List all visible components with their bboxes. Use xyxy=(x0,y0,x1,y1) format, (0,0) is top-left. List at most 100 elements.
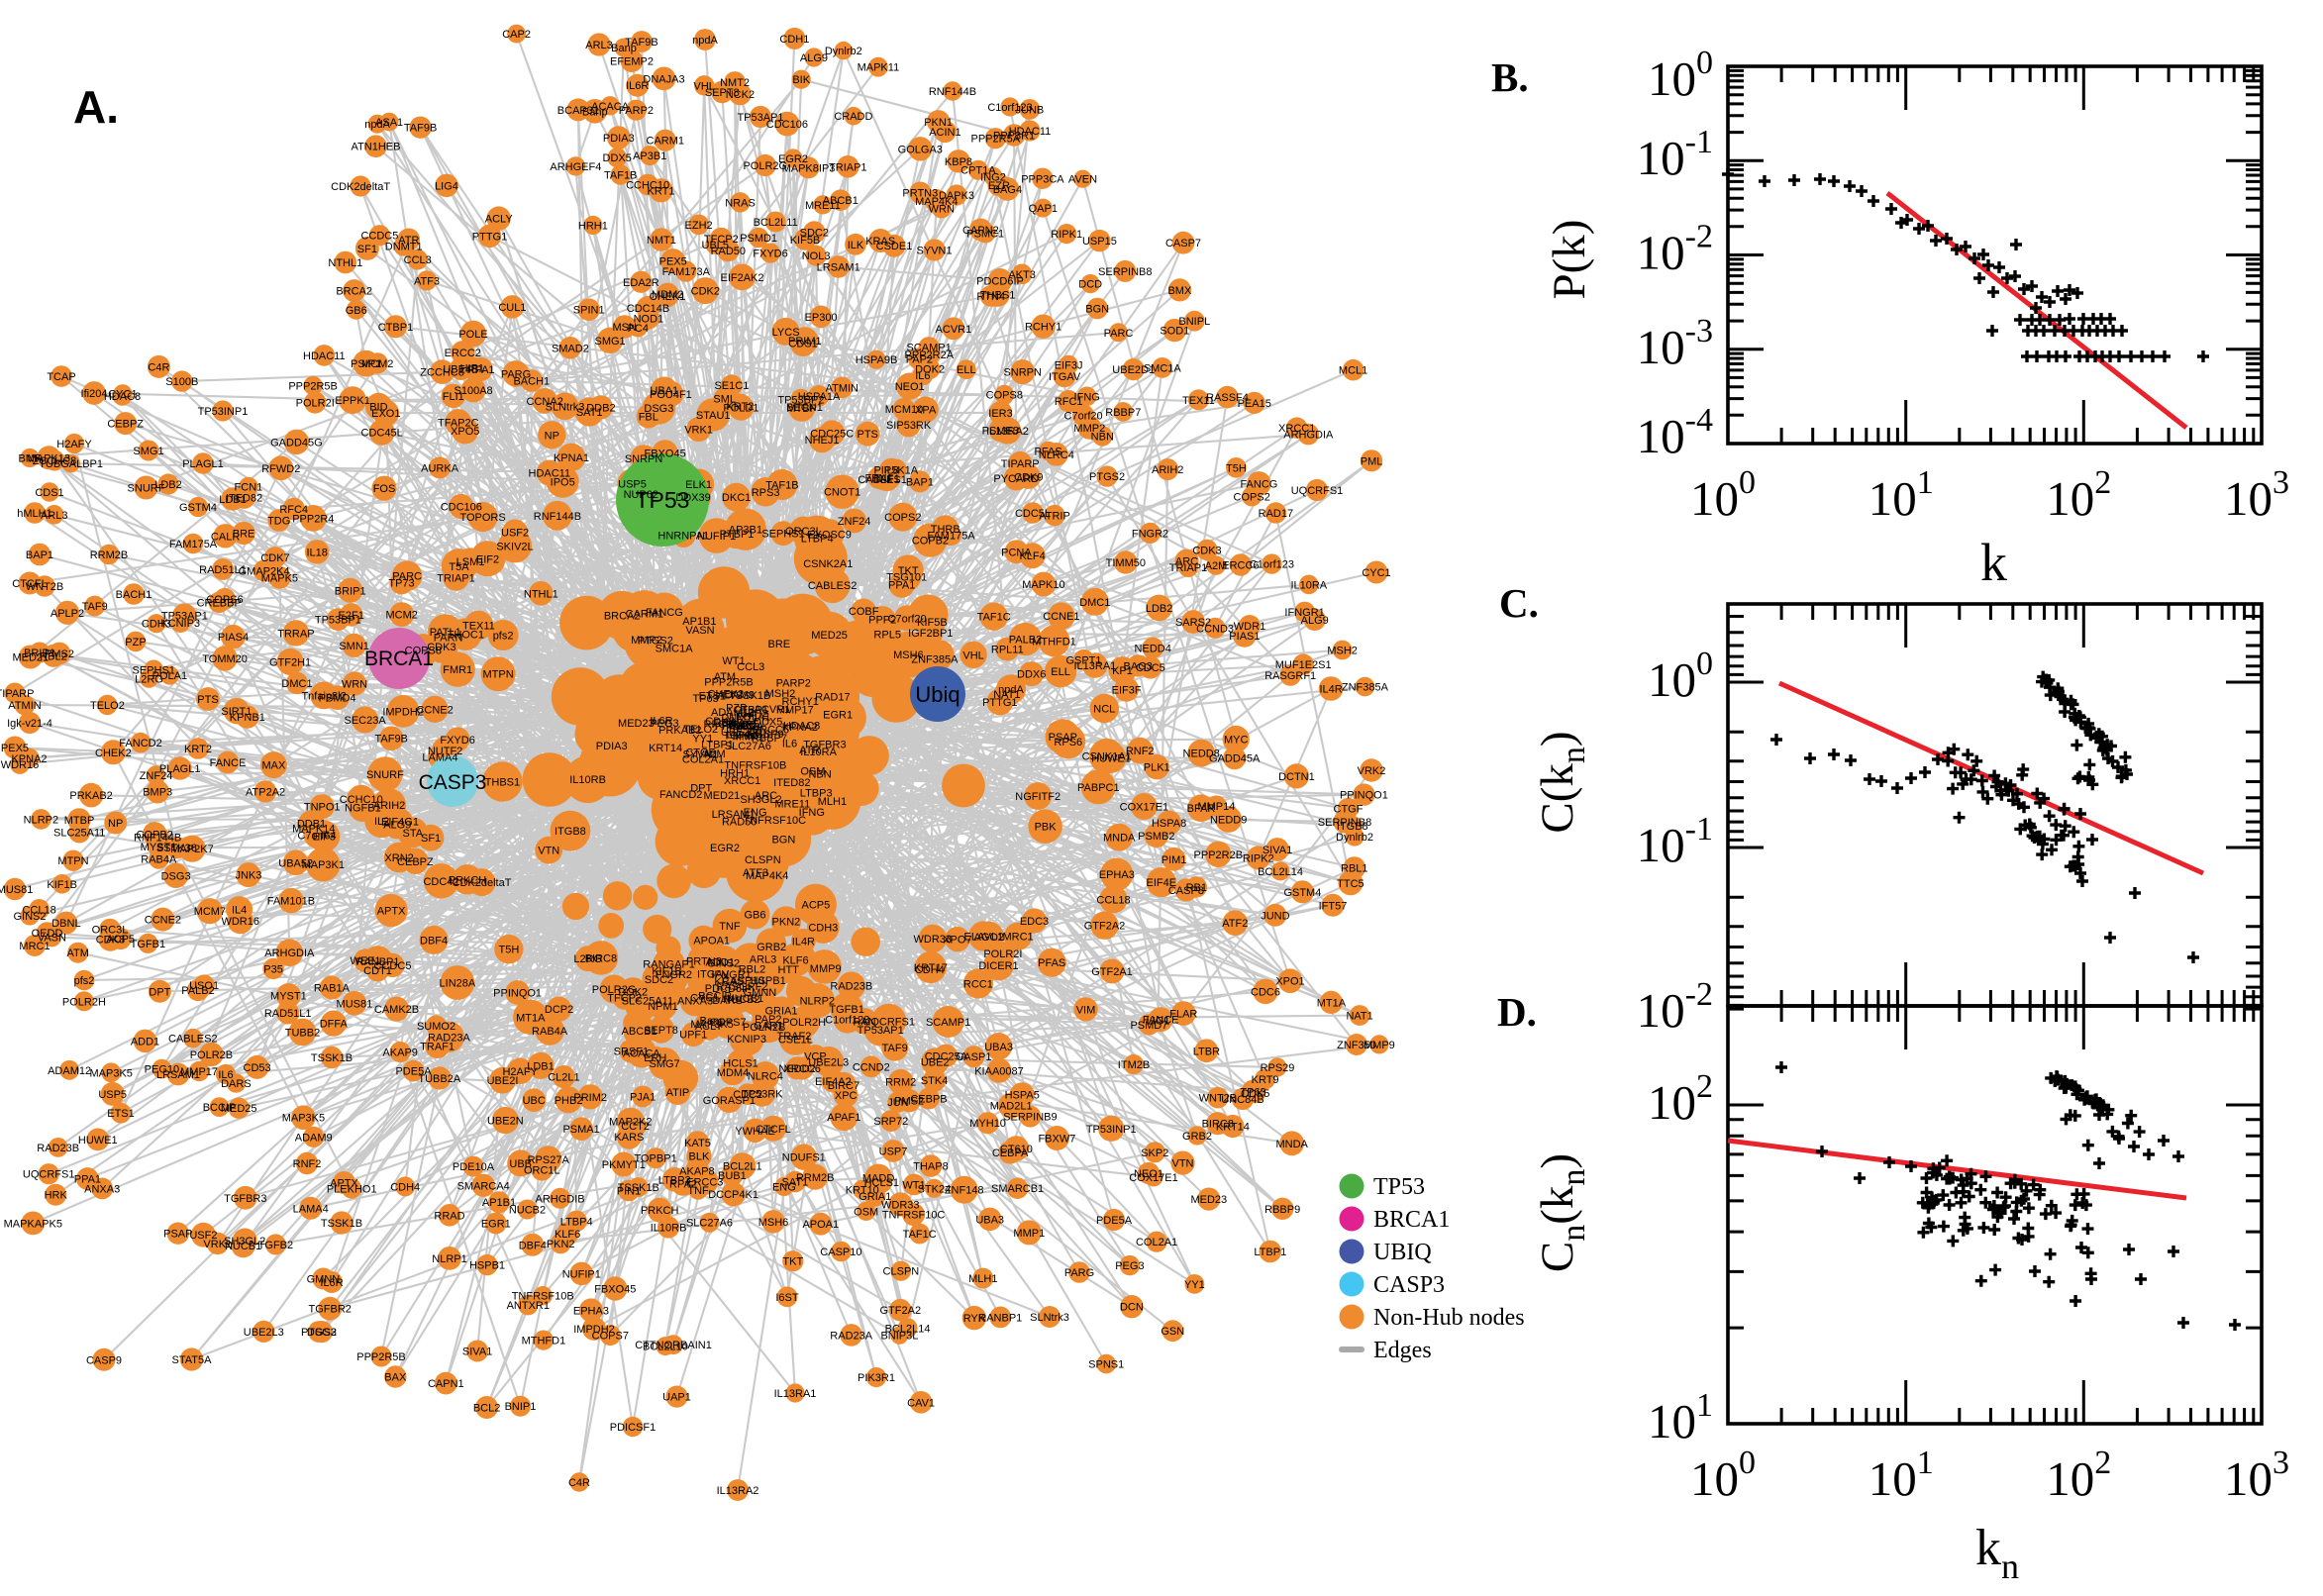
svg-text:CCL3: CCL3 xyxy=(404,254,432,266)
svg-text:VASN: VASN xyxy=(685,625,714,637)
svg-text:DCN: DCN xyxy=(1120,1302,1144,1314)
svg-text:KPNA2: KPNA2 xyxy=(782,722,818,734)
svg-text:TGFBR2: TGFBR2 xyxy=(308,1304,351,1316)
svg-text:BCL2L11: BCL2L11 xyxy=(754,217,798,229)
svg-text:MLH1: MLH1 xyxy=(968,1273,997,1285)
svg-text:CDC14B: CDC14B xyxy=(627,303,669,315)
svg-text:H2AFY: H2AFY xyxy=(56,439,92,450)
svg-text:IL10RA: IL10RA xyxy=(1290,579,1327,591)
svg-text:TAF9: TAF9 xyxy=(882,1043,908,1054)
svg-text:C4R: C4R xyxy=(148,361,169,373)
svg-text:CTCFL: CTCFL xyxy=(756,1124,790,1136)
svg-text:GTF2A2: GTF2A2 xyxy=(880,1305,922,1317)
svg-text:FOS: FOS xyxy=(373,483,396,495)
svg-text:ATM: ATM xyxy=(66,948,88,959)
svg-text:MED25: MED25 xyxy=(811,630,848,642)
svg-text:CABLES2: CABLES2 xyxy=(808,580,858,592)
svg-text:NHEJ1: NHEJ1 xyxy=(805,435,840,447)
svg-text:IL13RA2: IL13RA2 xyxy=(717,1485,759,1497)
svg-text:PPP2R2B: PPP2R2B xyxy=(1194,849,1244,861)
svg-text:Dynlrb2: Dynlrb2 xyxy=(825,46,862,57)
svg-text:IFNG: IFNG xyxy=(1074,391,1100,403)
svg-text:TAF1C: TAF1C xyxy=(903,1229,937,1241)
svg-text:VTN: VTN xyxy=(1172,1158,1194,1170)
svg-text:TAF9B: TAF9B xyxy=(374,734,407,746)
svg-text:IL6: IL6 xyxy=(782,739,797,750)
svg-text:SF1: SF1 xyxy=(357,244,377,255)
svg-text:APAF1: APAF1 xyxy=(827,1112,860,1124)
svg-text:UBIQ: UBIQ xyxy=(1373,1240,1432,1265)
svg-text:PRKCH: PRKCH xyxy=(449,874,487,886)
svg-text:DDX6: DDX6 xyxy=(1017,669,1046,681)
svg-text:POU4F1: POU4F1 xyxy=(650,389,692,401)
svg-text:EZH2: EZH2 xyxy=(685,220,713,232)
svg-text:AKAP9: AKAP9 xyxy=(382,1047,417,1059)
svg-text:AP3B1: AP3B1 xyxy=(729,525,762,537)
svg-text:PPP3CA: PPP3CA xyxy=(1021,173,1064,185)
svg-text:LDB2: LDB2 xyxy=(154,479,182,491)
svg-text:RASGRF1: RASGRF1 xyxy=(1264,670,1316,682)
svg-text:RBBP9: RBBP9 xyxy=(1264,1204,1300,1216)
svg-text:CAP2: CAP2 xyxy=(502,29,531,41)
svg-text:PATL1: PATL1 xyxy=(430,627,461,639)
svg-text:T5H: T5H xyxy=(499,945,520,956)
svg-text:HCLS1: HCLS1 xyxy=(723,1058,758,1070)
svg-text:PKN2: PKN2 xyxy=(547,1239,575,1250)
svg-text:MMP9: MMP9 xyxy=(810,963,842,975)
svg-text:CTGF: CTGF xyxy=(1334,804,1364,816)
svg-text:CDK2deltaT: CDK2deltaT xyxy=(331,181,390,193)
svg-text:IL6R: IL6R xyxy=(320,1277,343,1289)
svg-text:RAD23A: RAD23A xyxy=(830,1330,872,1342)
svg-text:AURKA: AURKA xyxy=(421,462,459,474)
svg-text:TP53: TP53 xyxy=(636,487,690,513)
svg-text:EGR2: EGR2 xyxy=(710,843,740,854)
svg-text:ILK: ILK xyxy=(848,240,864,251)
svg-text:SKP2: SKP2 xyxy=(1141,1147,1168,1159)
svg-text:TSSK1B: TSSK1B xyxy=(311,1052,353,1064)
svg-text:GSTM4: GSTM4 xyxy=(179,502,217,514)
svg-text:NAT1: NAT1 xyxy=(1346,1011,1372,1023)
svg-text:FANCE: FANCE xyxy=(210,757,247,769)
svg-text:SMG1: SMG1 xyxy=(133,446,163,457)
svg-text:UBC: UBC xyxy=(523,1095,546,1107)
svg-text:ARHGEF4: ARHGEF4 xyxy=(550,161,601,173)
svg-text:MCL1: MCL1 xyxy=(1339,365,1367,377)
svg-text:Ubiq: Ubiq xyxy=(915,682,960,707)
svg-text:ETS1: ETS1 xyxy=(107,1108,135,1120)
svg-text:MYST1: MYST1 xyxy=(270,991,307,1003)
svg-text:BMX: BMX xyxy=(1167,285,1192,297)
svg-text:PIM1: PIM1 xyxy=(1162,854,1187,866)
svg-text:SLC27A6: SLC27A6 xyxy=(686,1218,733,1230)
svg-text:KRT9: KRT9 xyxy=(1252,1074,1279,1086)
svg-text:FBXW7: FBXW7 xyxy=(1038,1134,1075,1146)
svg-text:SKIV2L: SKIV2L xyxy=(496,541,533,552)
svg-text:APLP2: APLP2 xyxy=(50,608,84,620)
svg-text:CDK9: CDK9 xyxy=(1014,472,1043,484)
svg-text:ENG: ENG xyxy=(772,1182,796,1194)
svg-text:TRIAP1: TRIAP1 xyxy=(1169,562,1208,574)
svg-text:KRT14: KRT14 xyxy=(649,743,682,754)
svg-text:NUCB1: NUCB1 xyxy=(225,1241,261,1252)
svg-text:COPS2: COPS2 xyxy=(1234,491,1270,503)
svg-text:BRCA2: BRCA2 xyxy=(336,286,372,298)
svg-text:CTBP1: CTBP1 xyxy=(378,322,413,334)
svg-text:ITGAV: ITGAV xyxy=(1049,371,1081,383)
svg-text:LIN28A: LIN28A xyxy=(440,978,476,990)
svg-text:CRADD: CRADD xyxy=(834,111,872,123)
svg-text:D.: D. xyxy=(1497,989,1537,1035)
svg-text:NUCB2: NUCB2 xyxy=(723,994,759,1006)
svg-text:A.: A. xyxy=(73,81,119,133)
svg-text:FNGR2: FNGR2 xyxy=(656,969,692,981)
svg-text:SE1C1: SE1C1 xyxy=(714,380,749,392)
svg-text:CSNK2A1: CSNK2A1 xyxy=(803,558,853,570)
svg-text:PDE10A: PDE10A xyxy=(453,1161,495,1173)
svg-text:NUFIP1: NUFIP1 xyxy=(562,1268,601,1280)
svg-text:RFWD2: RFWD2 xyxy=(261,463,300,475)
svg-text:PC4: PC4 xyxy=(628,323,649,335)
svg-text:BACH1: BACH1 xyxy=(116,589,152,601)
svg-text:ARHGDIA: ARHGDIA xyxy=(1283,430,1334,442)
svg-text:RAD17: RAD17 xyxy=(815,692,850,704)
svg-text:BRCA1: BRCA1 xyxy=(364,648,434,670)
svg-text:PEX5: PEX5 xyxy=(659,256,687,268)
svg-text:CDH1: CDH1 xyxy=(779,34,809,46)
